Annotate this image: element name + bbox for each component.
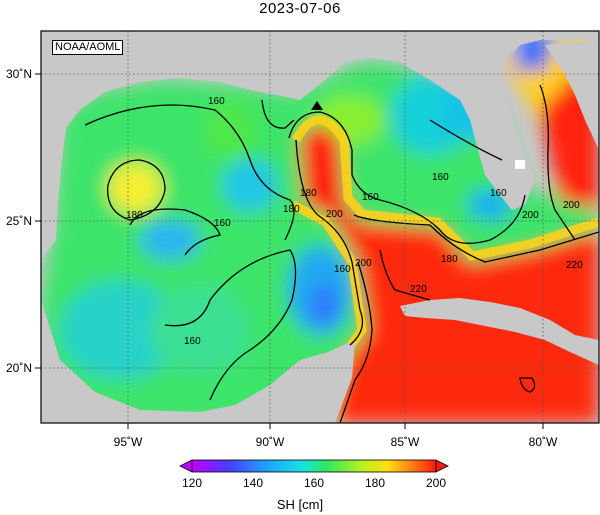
contour-label-group: 160 180 160 180 160 180 200 160 200 160 …	[126, 96, 583, 347]
us-coastline	[41, 31, 599, 260]
map-date-title: 2023-07-06	[259, 0, 341, 17]
contour-label: 200	[326, 209, 343, 220]
colorbar-tick-label: 120	[182, 476, 202, 490]
contour-label: 180	[283, 204, 300, 215]
contour-label: 180	[126, 210, 143, 221]
colorbar-gradient	[191, 459, 437, 473]
contour-lines	[84, 84, 599, 423]
contour-label: 220	[410, 284, 427, 295]
contour-label: 200	[522, 210, 539, 221]
contour-label: 220	[566, 260, 583, 271]
contour-label: 200	[563, 200, 580, 211]
sea-height-field	[41, 35, 599, 423]
contour-label: 160	[208, 96, 225, 107]
longitude-tick-label: 85˚W	[391, 435, 420, 449]
contour-label: 160	[184, 336, 201, 347]
credit-label: NOAA/AOML	[52, 40, 124, 55]
colorbar-tick-label: 160	[304, 476, 324, 490]
colorbar-unit-label: SH [cm]	[276, 497, 324, 512]
map-panel: 160 180 160 180 160 180 200 160 200 160 …	[41, 31, 599, 423]
axis-ticks	[35, 73, 544, 429]
contour-label: 200	[355, 258, 372, 269]
colorbar: 120 140 160 180 200	[179, 459, 449, 490]
latitude-tick-label: 30˚N	[6, 67, 32, 81]
mexico-landmass	[41, 300, 355, 423]
graticule	[41, 31, 599, 423]
contour-label: 160	[432, 172, 449, 183]
contour-label: 160	[334, 264, 351, 275]
colorbar-tick-label: 200	[426, 476, 446, 490]
contour-label: 180	[300, 188, 317, 199]
colorbar-low-arrow	[179, 459, 193, 473]
contour-label: 160	[214, 218, 231, 229]
longitude-tick-label: 90˚W	[256, 435, 285, 449]
cuba-island	[400, 298, 599, 365]
latitude-tick-label: 25˚N	[6, 214, 32, 228]
contour-label: 160	[490, 188, 507, 199]
longitude-tick-label: 95˚W	[114, 435, 143, 449]
station-marker-icon	[311, 101, 323, 110]
longitude-tick-label: 80˚W	[529, 435, 558, 449]
latitude-tick-label: 20˚N	[6, 361, 32, 375]
contour-label: 180	[441, 254, 458, 265]
map-frame	[40, 30, 600, 424]
contour-label: 160	[362, 192, 379, 203]
colorbar-tick-label: 180	[365, 476, 385, 490]
colorbar-tick-label: 140	[243, 476, 263, 490]
colorbar-high-arrow	[435, 459, 449, 473]
